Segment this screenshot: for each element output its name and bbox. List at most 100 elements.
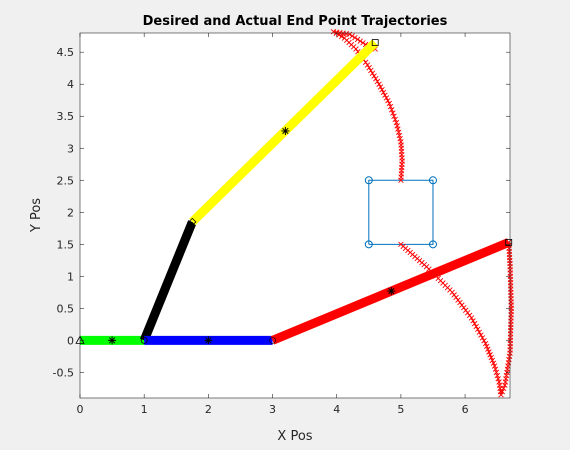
x-tick-label-4: 4	[333, 403, 340, 416]
lower-trajectory-cross-46-b	[488, 354, 494, 361]
upper-trajectory-cross-37-b	[366, 65, 372, 71]
upper-trajectory-cross-37	[366, 65, 372, 71]
upper-trajectory-cross-60-b	[352, 34, 358, 41]
lower-trajectory-cross-53	[495, 376, 501, 382]
lower-trajectory-cross-34-b	[471, 320, 478, 327]
upper-trajectory-cross-31	[376, 81, 382, 87]
upper-trajectory-cross-20	[391, 113, 397, 119]
upper-trajectory-cross-29	[379, 86, 385, 93]
axis-ticks: 0 1 2 3 4 5 6 -0.5 0 0.5 1 1.5 2 2.5 3 3.5 4 4.5	[53, 33, 510, 416]
upper-trajectory-cross-14	[396, 132, 403, 139]
lower-trajectory-cross-49-b	[491, 363, 498, 369]
lower-trajectory-cross-52	[494, 372, 501, 379]
upper-trajectory-cross-49-b	[341, 35, 348, 41]
upper-trajectory-cross-38	[364, 62, 371, 68]
lower-trajectory-cross-45	[487, 352, 493, 358]
upper-trajectory-cross-34	[371, 73, 377, 79]
upper-trajectory-cross-21-b	[390, 110, 396, 116]
upper-trajectory-cross-15	[395, 129, 402, 135]
upper-trajectory-cross-33-b	[373, 76, 379, 82]
link-midpoint-2	[281, 126, 290, 135]
lower-trajectory-cross-33-b	[470, 318, 476, 324]
upper-trajectory-cross-64-b	[362, 41, 369, 48]
y-axis-label: Y Pos	[29, 198, 44, 233]
lower-trajectory-cross-52-b	[494, 372, 501, 379]
upper-trajectory-cross-39	[362, 59, 369, 66]
upper-trajectory-cross-30	[377, 84, 384, 90]
upper-trajectory-cross-35	[369, 70, 376, 76]
lower-trajectory-cross-32-b	[468, 315, 475, 321]
lower-trajectory-cross-50	[492, 366, 499, 372]
upper-trajectory-cross-59	[349, 33, 355, 39]
lower-trajectory-cross-40	[481, 338, 487, 344]
upper-trajectory-cross-26	[383, 95, 390, 101]
upper-trajectory-cross-18	[393, 119, 400, 126]
y-tick-label-10: 4.5	[57, 46, 75, 59]
lower-trajectory-cross-37	[476, 329, 483, 335]
x-tick-label-2: 2	[205, 403, 212, 416]
lower-trajectory-cross-51	[493, 369, 500, 376]
lower-trajectory-cross-60	[500, 385, 507, 392]
lower-trajectory-cross-38-b	[478, 332, 484, 338]
lower-trajectory-cross-53-b	[495, 376, 501, 382]
upper-trajectory-cross-19-b	[392, 116, 398, 123]
upper-trajectory-cross-12-b	[398, 139, 404, 145]
y-tick-label-0: -0.5	[53, 366, 74, 379]
upper-trajectory-cross-63	[360, 40, 366, 46]
upper-trajectory-cross-19	[392, 116, 398, 123]
lower-trajectory-cross-58	[498, 392, 504, 398]
lower-trajectory-cross-59	[499, 388, 506, 395]
upper-trajectory-cross-22-b	[388, 107, 395, 113]
lower-trajectory-cross-42	[484, 343, 490, 350]
upper-trajectory-cross-67-b	[372, 46, 378, 52]
upper-trajectory-cross-16-b	[395, 126, 401, 132]
lower-trajectory-cross-34	[471, 320, 478, 327]
upper-trajectory-cross-14-b	[396, 132, 403, 139]
lower-trajectory-cross-60-b	[500, 385, 507, 392]
upper-trajectory-cross-33	[373, 76, 379, 82]
target-corner-1	[428, 240, 437, 249]
upper-trajectory-cross-38-b	[364, 62, 371, 68]
lower-trajectory-cross-49	[491, 363, 498, 369]
lower-trajectory-cross-40-b	[481, 338, 487, 344]
upper-trajectory-cross-25-b	[385, 97, 391, 104]
upper-trajectory-cross-23-b	[387, 103, 394, 110]
end-point-0	[371, 39, 379, 47]
y-tick-label-9: 4	[67, 78, 74, 91]
arm-link-1	[140, 220, 197, 343]
lower-trajectory-cross-44	[486, 349, 492, 355]
upper-trajectory-cross-35-b	[369, 70, 376, 76]
upper-trajectory-cross-27-b	[382, 92, 388, 98]
lower-trajectory-cross-58-b	[498, 392, 504, 398]
target-corner-2	[428, 176, 437, 185]
upper-trajectory-cross-60	[352, 34, 358, 41]
upper-trajectory-cross-28-b	[380, 89, 387, 96]
lower-trajectory-cross-36	[475, 326, 481, 333]
upper-trajectory-cross-50	[338, 33, 345, 40]
joint-marker-1	[188, 217, 197, 226]
lower-trajectory-cross-45-b	[487, 352, 493, 358]
upper-trajectory-cross-32-b	[374, 78, 381, 85]
upper-trajectory-cross-21	[390, 110, 396, 116]
lower-trajectory-cross-48	[490, 360, 497, 366]
upper-trajectory-cross-58	[346, 31, 353, 37]
link-midpoint-0	[108, 336, 117, 345]
lower-trajectory-cross-59-b	[499, 388, 506, 395]
upper-trajectory-cross-18-b	[393, 119, 400, 126]
lower-trajectory-cross-51-b	[493, 369, 500, 376]
chart-title: Desired and Actual End Point Trajectorie…	[143, 14, 448, 29]
link-midpoint-4-stroke-3	[388, 287, 395, 295]
upper-trajectory-cross-22	[388, 107, 395, 113]
plot-frame	[79, 32, 511, 399]
lower-trajectory-cross-33	[470, 318, 476, 324]
upper-trajectory-cross-25	[385, 97, 391, 104]
lower-trajectory-cross-47-b	[489, 357, 496, 364]
upper-trajectory-cross-50-b	[338, 33, 345, 40]
end-point-1	[505, 238, 513, 246]
upper-trajectory-cross-17-b	[394, 123, 400, 129]
link-midpoint-4	[387, 287, 396, 296]
link-midpoint-3	[204, 336, 213, 345]
link-midpoint-2-stroke-3	[282, 127, 289, 135]
upper-trajectory-cross-29-b	[379, 86, 385, 93]
